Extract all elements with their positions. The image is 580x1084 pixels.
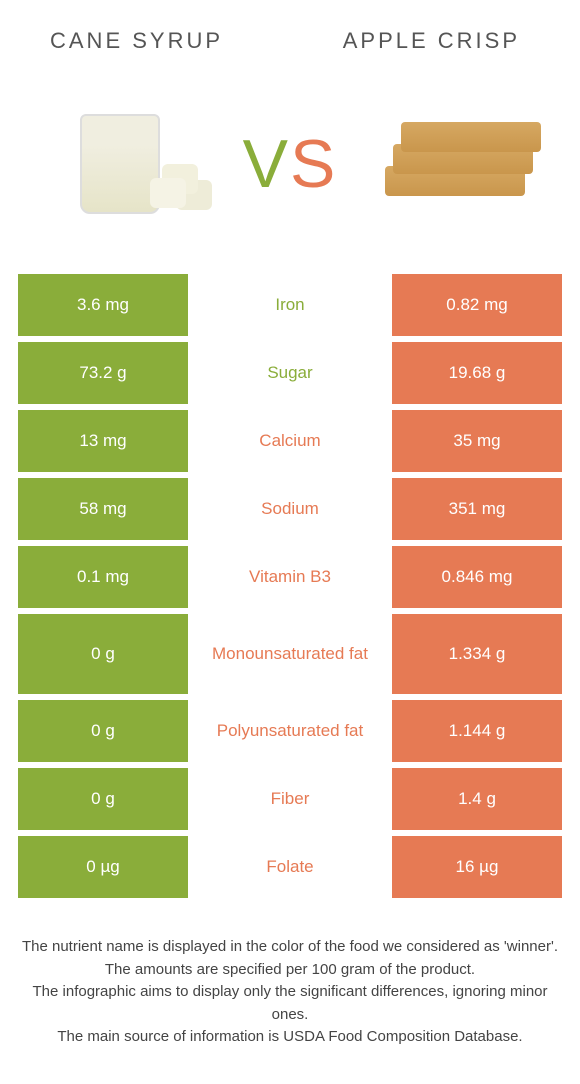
nutrient-name: Polyunsaturated fat bbox=[188, 700, 392, 762]
right-food-title: Apple crisp bbox=[343, 28, 520, 54]
nutrient-table: 3.6 mgIron0.82 mg73.2 gSugar19.68 g13 mg… bbox=[0, 274, 580, 898]
nutrient-name: Fiber bbox=[188, 768, 392, 830]
images-row: VS bbox=[0, 64, 580, 274]
right-value: 19.68 g bbox=[392, 342, 562, 404]
left-food-title: cane syrup bbox=[50, 28, 223, 54]
vs-label: VS bbox=[243, 125, 338, 203]
right-value: 1.334 g bbox=[392, 614, 562, 694]
table-row: 13 mgCalcium35 mg bbox=[18, 410, 562, 472]
footnote-line: The main source of information is USDA F… bbox=[18, 1026, 562, 1049]
table-row: 0.1 mgVitamin B30.846 mg bbox=[18, 546, 562, 608]
nutrient-name: Calcium bbox=[188, 410, 392, 472]
table-row: 0 gMonounsaturated fat1.334 g bbox=[18, 614, 562, 694]
left-food-image bbox=[40, 94, 200, 234]
right-value: 0.846 mg bbox=[392, 546, 562, 608]
left-value: 0 g bbox=[18, 700, 188, 762]
table-row: 0 gPolyunsaturated fat1.144 g bbox=[18, 700, 562, 762]
left-value: 0 µg bbox=[18, 836, 188, 898]
right-value: 16 µg bbox=[392, 836, 562, 898]
nutrient-name: Sugar bbox=[188, 342, 392, 404]
nutrient-name: Sodium bbox=[188, 478, 392, 540]
table-row: 0 gFiber1.4 g bbox=[18, 768, 562, 830]
footnote-line: The amounts are specified per 100 gram o… bbox=[18, 959, 562, 982]
right-value: 35 mg bbox=[392, 410, 562, 472]
nutrient-name: Folate bbox=[188, 836, 392, 898]
right-value: 0.82 mg bbox=[392, 274, 562, 336]
footnote-line: The nutrient name is displayed in the co… bbox=[18, 936, 562, 959]
vs-v: V bbox=[243, 126, 290, 202]
left-value: 0 g bbox=[18, 614, 188, 694]
table-row: 3.6 mgIron0.82 mg bbox=[18, 274, 562, 336]
table-row: 0 µgFolate16 µg bbox=[18, 836, 562, 898]
right-value: 1.4 g bbox=[392, 768, 562, 830]
left-value: 73.2 g bbox=[18, 342, 188, 404]
vs-s: S bbox=[290, 126, 337, 202]
left-value: 3.6 mg bbox=[18, 274, 188, 336]
left-value: 0.1 mg bbox=[18, 546, 188, 608]
left-value: 58 mg bbox=[18, 478, 188, 540]
footnotes: The nutrient name is displayed in the co… bbox=[0, 904, 580, 1049]
header: cane syrup Apple crisp bbox=[0, 0, 580, 64]
nutrient-name: Monounsaturated fat bbox=[188, 614, 392, 694]
table-row: 58 mgSodium351 mg bbox=[18, 478, 562, 540]
right-value: 1.144 g bbox=[392, 700, 562, 762]
footnote-line: The infographic aims to display only the… bbox=[18, 981, 562, 1026]
table-row: 73.2 gSugar19.68 g bbox=[18, 342, 562, 404]
nutrient-name: Vitamin B3 bbox=[188, 546, 392, 608]
right-value: 351 mg bbox=[392, 478, 562, 540]
left-value: 13 mg bbox=[18, 410, 188, 472]
right-food-image bbox=[380, 94, 540, 234]
left-value: 0 g bbox=[18, 768, 188, 830]
nutrient-name: Iron bbox=[188, 274, 392, 336]
